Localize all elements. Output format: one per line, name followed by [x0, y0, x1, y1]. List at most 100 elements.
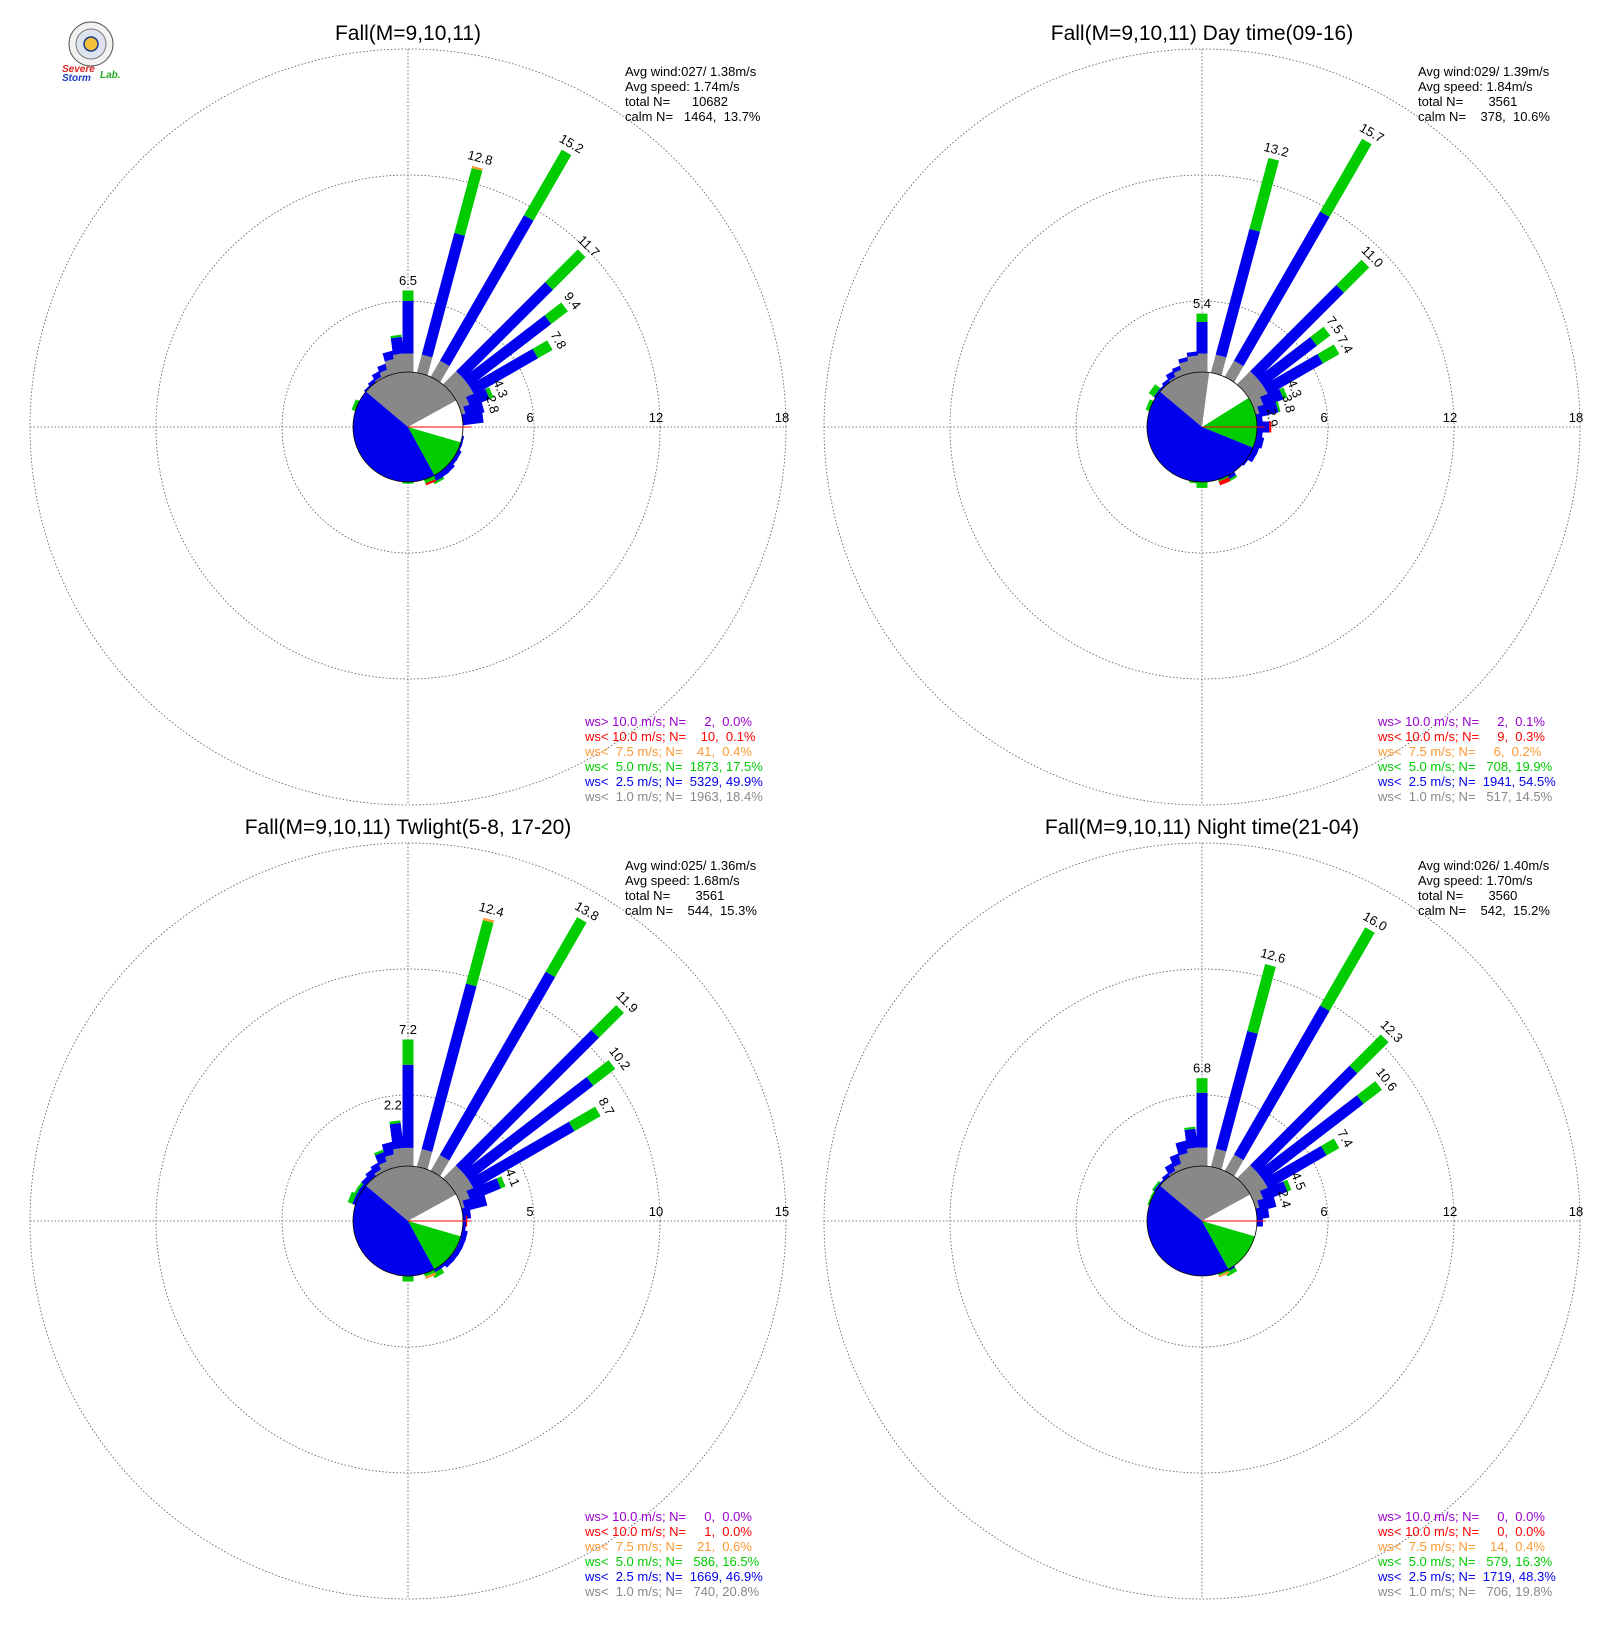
bar-segment-lt2_5 [1256, 1095, 1364, 1181]
petal-label: 13.2 [1262, 139, 1290, 160]
bar-segment-lt2_5 [453, 1243, 464, 1257]
bar-segment-lt5 [544, 302, 568, 324]
bar-segment-lt2_5 [381, 1141, 396, 1157]
legend-entry-lt2_5: ws< 2.5 m/s; N= 1719, 48.3% [1377, 1569, 1556, 1584]
bar-segment-lt2_5 [1260, 388, 1284, 408]
bar-segment-lt2_5 [374, 1151, 389, 1165]
bar-segment-lt5 [1356, 1081, 1382, 1104]
bar-segment-lt10 [1218, 477, 1231, 486]
bar-segment-lt5 [1317, 344, 1340, 364]
bar-segment-lt5 [1283, 1179, 1292, 1192]
calm-slice-lt1 [365, 1165, 457, 1221]
legend-entry-lt5: ws< 5.0 m/s; N= 579, 16.3% [1377, 1554, 1553, 1569]
bar-segment-lt2_5 [1233, 211, 1330, 367]
bar-segment-lt5 [454, 167, 483, 236]
legend-entry-lt5: ws< 5.0 m/s; N= 586, 16.5% [584, 1554, 760, 1569]
bar-segment-lt5 [352, 1185, 361, 1197]
bar-segment-lt2_5 [462, 1077, 594, 1181]
petal-label: 5.4 [1193, 296, 1211, 311]
stat-line: total N= 10682 [625, 94, 728, 109]
bar-segment-lt5 [432, 1268, 445, 1279]
ring-label: 12 [649, 410, 663, 425]
bar-segment-lt7_5 [425, 1272, 437, 1279]
stat-line: total N= 3561 [1418, 94, 1517, 109]
ring-label: 5 [526, 1204, 533, 1219]
bar-segment-lt5 [568, 1106, 601, 1132]
petal-label: 12.8 [466, 147, 494, 168]
bar-segment-lt2_5 [382, 350, 396, 362]
severe-storm-lab-logo: Severe Storm Lab. [62, 21, 121, 84]
bar-segment-lt2_5 [439, 215, 534, 367]
petal-label: 4.3 [1284, 377, 1305, 399]
ring-label: 10 [649, 1204, 663, 1219]
legend-entry-lt1: ws< 1.0 m/s; N= 706, 19.8% [1377, 1584, 1553, 1599]
legend-entry-gt10: ws> 10.0 m/s; N= 0, 0.0% [584, 1509, 752, 1524]
ring-label: 15 [775, 1204, 789, 1219]
logo-seal-center [83, 36, 99, 52]
bar-segment-lt5 [1321, 1138, 1340, 1156]
bar-segment-lt2_5 [1256, 336, 1317, 387]
legend-entry-lt1: ws< 1.0 m/s; N= 517, 14.5% [1377, 789, 1553, 804]
bar-segment-lt2_5 [1253, 435, 1265, 449]
bar-segment-lt2_5 [1262, 353, 1323, 396]
bar-segment-lt2_5 [1262, 1145, 1327, 1190]
stat-line: Avg speed: 1.68m/s [625, 873, 740, 888]
logo-text-2: Storm [62, 73, 91, 84]
stat-line: Avg wind:029/ 1.39m/s [1418, 64, 1550, 79]
logo-text-3: Lab. [100, 70, 121, 81]
bar-segment-lt2_5 [468, 1121, 575, 1190]
bar-segment-lt5 [545, 249, 586, 290]
bar-segment-lt5 [1320, 927, 1375, 1011]
bar-segment-lt5 [433, 476, 445, 485]
ring-label: 12 [1443, 410, 1457, 425]
bar-segment-lt2_5 [466, 1178, 501, 1202]
stat-line: Avg wind:026/ 1.40m/s [1418, 858, 1550, 873]
chart-title: Fall(M=9,10,11) Twlight(5-8, 17-20) [245, 816, 572, 839]
legend-entry-lt10: ws< 10.0 m/s; N= 9, 0.3% [1377, 729, 1545, 744]
bar-segment-lt5 [532, 340, 553, 359]
bar-segment-lt10 [425, 479, 437, 486]
bar-segment-lt5 [1249, 157, 1280, 232]
bar-segment-lt2_5 [421, 232, 465, 358]
petal-label-extra: 2.2 [384, 1098, 402, 1113]
legend-entry-lt1: ws< 1.0 m/s; N= 740, 20.8% [584, 1584, 760, 1599]
bar-segment-lt2_5 [442, 461, 455, 474]
bar-segment-lt2_5 [371, 369, 385, 381]
stat-line: calm N= 544, 15.3% [625, 903, 757, 918]
stat-line: total N= 3561 [625, 888, 724, 903]
calm-slice-lt1 [1159, 1166, 1251, 1221]
bar-segment-lt2_5 [1250, 285, 1344, 379]
bar-segment-lt5 [465, 920, 494, 987]
bar-segment-lt7_5 [482, 917, 495, 924]
petal-label: 12.4 [477, 899, 505, 920]
bar-segment-lt5 [1310, 326, 1331, 346]
calm-slice-calm [408, 1194, 463, 1237]
petal-label: 2.8 [483, 394, 502, 415]
ring-label: 12 [1443, 1204, 1457, 1219]
petal-label: 6.5 [399, 273, 417, 288]
bar-segment-lt2_5 [1169, 1152, 1184, 1167]
chart-title: Fall(M=9,10,11) [335, 22, 481, 45]
bar-segment-lt2_5 [370, 1161, 384, 1174]
legend-entry-lt7_5: ws< 7.5 m/s; N= 6, 0.2% [1377, 744, 1542, 759]
legend-entry-lt2_5: ws< 2.5 m/s; N= 1669, 46.9% [584, 1569, 763, 1584]
bar-segment-lt2_5 [1184, 1128, 1198, 1149]
ring-label: 6 [1320, 410, 1327, 425]
windrose-panel: 6 12 185.413.215.711.07.57.44.33.82.9Fall(… [823, 22, 1583, 806]
bar-segment-lt5 [373, 1149, 386, 1156]
bar-segment-lt5 [1247, 963, 1276, 1034]
legend-entry-lt1: ws< 1.0 m/s; N= 1963, 18.4% [584, 789, 763, 804]
bar-segment-lt2_5 [1164, 1161, 1179, 1175]
calm-slice-calm [1202, 372, 1249, 427]
calm-slice-lt2_5 [1147, 391, 1253, 483]
bar-segment-lt2_5 [1250, 1065, 1358, 1173]
bar-segment-lt2_5 [1260, 1181, 1288, 1202]
ring-label: 18 [1569, 410, 1583, 425]
calm-slice-lt2_5 [1147, 1185, 1229, 1276]
bar-segment-lt2_5 [1172, 364, 1184, 373]
bar-segment-lt7_5 [471, 165, 483, 171]
bar-segment-lt2_5 [1175, 1140, 1190, 1156]
stat-line: Avg wind:027/ 1.38m/s [625, 64, 757, 79]
chart-title: Fall(M=9,10,11) Night time(21-04) [1045, 816, 1359, 839]
legend-entry-lt5: ws< 5.0 m/s; N= 708, 19.9% [1377, 759, 1553, 774]
